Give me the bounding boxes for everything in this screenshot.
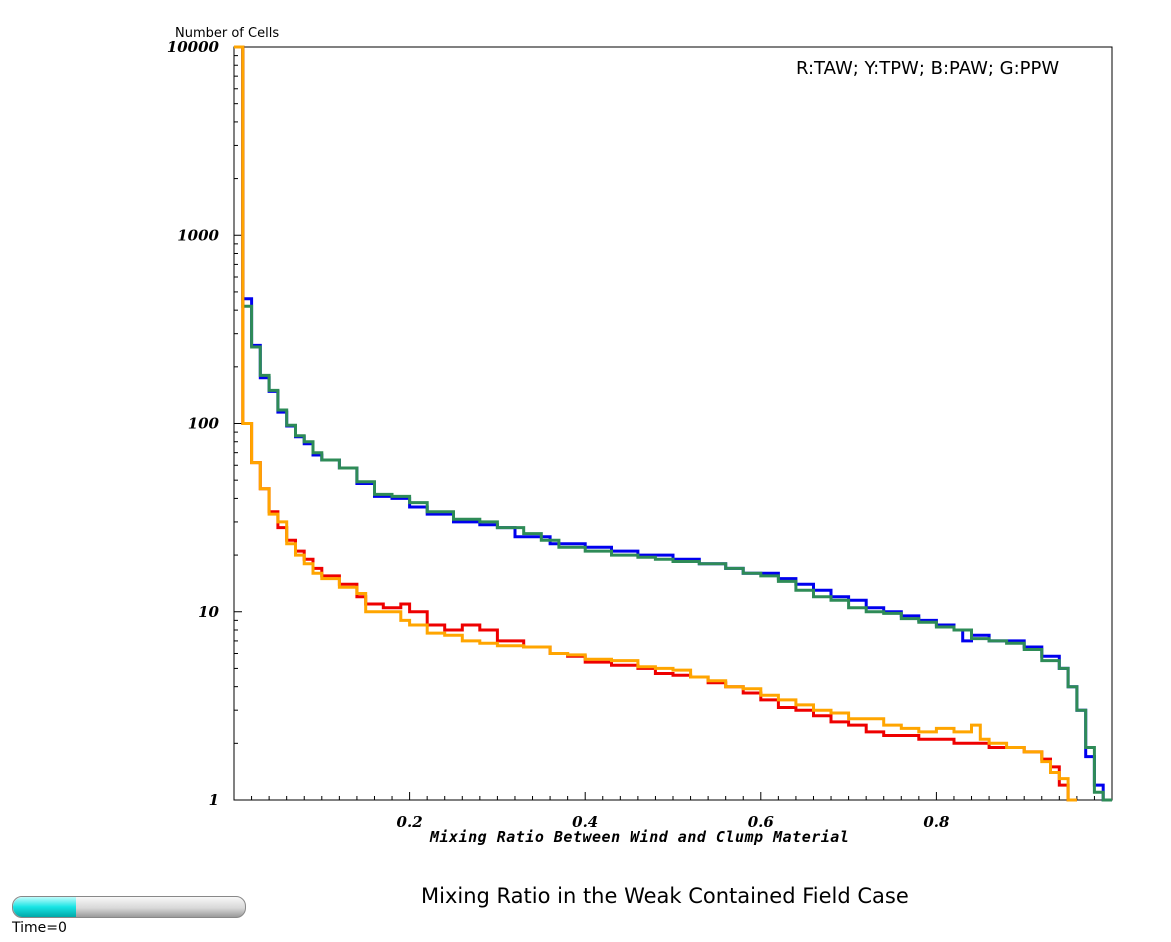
y-axis-label: Number of Cells <box>175 26 280 41</box>
x-tick-label: 0.2 <box>397 813 423 831</box>
x-tick-label: 0.4 <box>572 813 598 831</box>
legend: R:TAW; Y:TPW; B:PAW; G:PPW <box>796 58 1060 79</box>
time-slider[interactable] <box>12 896 246 918</box>
x-axis-ticks: 0.2 0.4 0.6 0.8 <box>251 792 1095 831</box>
time-label: Time=0 <box>12 920 67 936</box>
series-layer <box>234 45 1112 802</box>
series-tpw-line <box>234 45 1077 802</box>
series-taw-line <box>234 45 1077 802</box>
plot-frame <box>233 46 1113 801</box>
y-tick-label: 1000 <box>177 226 219 244</box>
x-tick-label: 0.8 <box>923 813 950 831</box>
chart-title: Mixing Ratio in the Weak Contained Field… <box>421 884 909 908</box>
y-tick-label: 10 <box>198 603 219 621</box>
series-ppw-line <box>234 45 1112 802</box>
y-tick-label: 1 <box>209 791 219 809</box>
time-slider-fill <box>13 897 76 917</box>
y-tick-label: 100 <box>188 415 220 433</box>
x-axis-label: Mixing Ratio Between Wind and Clump Mate… <box>430 828 850 846</box>
x-tick-label: 0.6 <box>748 813 775 831</box>
series-paw-line <box>234 45 1112 802</box>
y-axis-ticks: 1 10 100 1000 10000 <box>167 38 242 809</box>
y-tick-label: 10000 <box>167 38 220 56</box>
